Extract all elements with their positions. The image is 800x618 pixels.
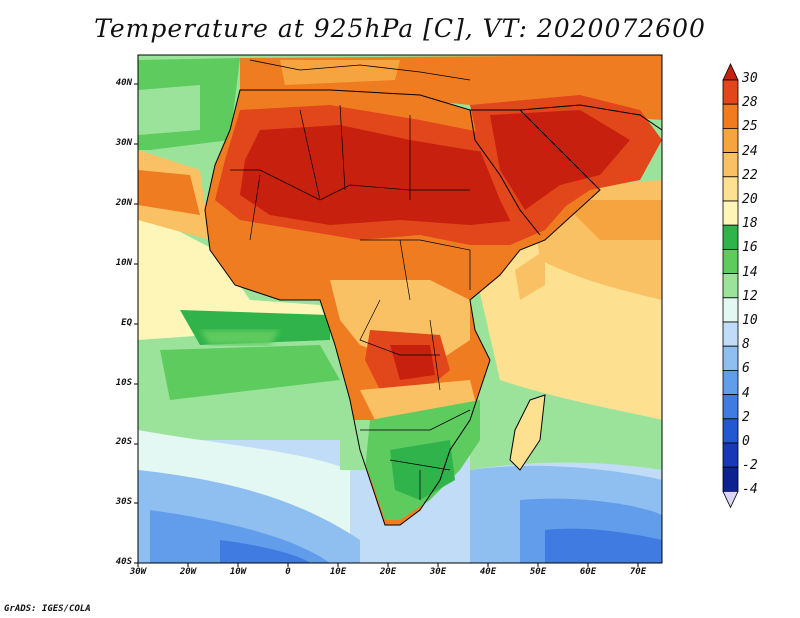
- colorbar-swatch: [722, 176, 739, 202]
- colorbar-level-label: 16: [742, 240, 758, 256]
- colorbar-swatch: [722, 127, 739, 153]
- colorbar-level-label: 0: [742, 434, 750, 449]
- lon-label-30w: 30W: [129, 567, 147, 577]
- colorbar-level-label: 12: [742, 288, 758, 304]
- colorbar-top-arrow: [722, 63, 739, 81]
- colorbar-swatch: [722, 152, 739, 178]
- colorbar-swatch: [722, 224, 739, 250]
- lon-label-40e: 40E: [479, 567, 497, 577]
- colorbar-level-label: 4: [742, 385, 750, 401]
- colorbar-level-label: 18: [742, 216, 758, 232]
- colorbar-swatch: [722, 418, 739, 444]
- temperature-field: [138, 55, 662, 563]
- colorbar-level-label: 20: [742, 192, 758, 207]
- lon-label-0: 0: [285, 567, 291, 577]
- map-frame: [137, 54, 663, 564]
- colorbar-swatch: [722, 369, 739, 395]
- colorbar-swatch: [722, 103, 739, 129]
- colorbar-swatch: [722, 297, 739, 323]
- lon-label-50e: 50E: [529, 567, 547, 577]
- lat-label-eq: EQ: [121, 318, 132, 328]
- lon-label-10w: 10W: [229, 567, 247, 577]
- colorbar-level-label: 14: [742, 264, 758, 280]
- lat-label-40s: 40S: [115, 557, 132, 567]
- axis-ticks: [134, 83, 639, 567]
- coastline-and-borders: [204, 59, 662, 526]
- colorbar-level-label: 8: [742, 337, 750, 353]
- colorbar-level-label: 30: [742, 71, 758, 86]
- colorbar-level-label: 24: [742, 143, 758, 159]
- colorbar-level-label: 6: [742, 361, 750, 377]
- colorbar-swatch: [722, 248, 739, 274]
- lon-label-70e: 70E: [629, 567, 647, 577]
- lon-label-20w: 20W: [179, 567, 197, 577]
- lat-label-20n: 20N: [115, 198, 132, 208]
- lat-label-30n: 30N: [115, 138, 132, 148]
- colorbar-level-label: 28: [742, 95, 758, 111]
- colorbar-level-label: 2: [742, 409, 750, 425]
- lat-label-40n: 40N: [115, 78, 132, 88]
- colorbar-swatch: [722, 200, 739, 226]
- lon-label-60e: 60E: [579, 567, 597, 577]
- colorbar-swatch: [722, 273, 739, 299]
- colorbar: [722, 63, 739, 509]
- lon-label-20e: 20E: [379, 567, 397, 577]
- colorbar-swatch: [722, 79, 739, 105]
- colorbar-level-label: 25: [742, 119, 758, 135]
- lon-label-30e: 30E: [429, 567, 447, 577]
- lat-label-20s: 20S: [115, 437, 132, 447]
- map-title: Temperature at 925hPa [C], VT: 202007260…: [94, 14, 706, 43]
- colorbar-swatch: [722, 345, 739, 371]
- grads-credit: GrADS: IGES/COLA: [4, 604, 91, 614]
- lat-label-30s: 30S: [115, 497, 132, 507]
- colorbar-level-label: -4: [742, 482, 758, 498]
- lat-label-10s: 10S: [115, 378, 132, 388]
- lat-label-10n: 10N: [115, 258, 132, 268]
- colorbar-level-label: 22: [742, 167, 758, 183]
- colorbar-swatch: [722, 466, 739, 492]
- colorbar-bottom-arrow: [722, 491, 739, 509]
- colorbar-level-label: 10: [742, 313, 758, 328]
- lon-label-10e: 10E: [329, 567, 347, 577]
- colorbar-swatch: [722, 394, 739, 420]
- colorbar-swatch: [722, 321, 739, 347]
- colorbar-swatch: [722, 442, 739, 468]
- colorbar-level-label: -2: [742, 458, 758, 474]
